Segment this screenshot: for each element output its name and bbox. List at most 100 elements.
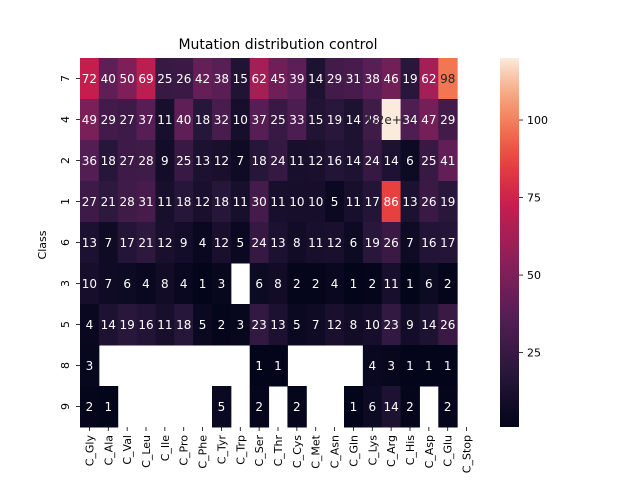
heatmap-cell bbox=[193, 304, 213, 346]
cell-label: 37 bbox=[251, 113, 266, 127]
heatmap-cell bbox=[80, 99, 100, 141]
cell-label: 17 bbox=[440, 236, 455, 250]
cell-label: 26 bbox=[440, 318, 455, 332]
heatmap-cell bbox=[249, 181, 270, 223]
x-tick-label: C_Phe bbox=[197, 435, 210, 469]
heatmap-cell bbox=[400, 181, 420, 223]
cell-label: 18 bbox=[214, 195, 229, 209]
heatmap-cell bbox=[400, 140, 420, 182]
cell-label: 9 bbox=[406, 318, 414, 332]
x-tick-label: C_Ser bbox=[253, 435, 266, 467]
heatmap-cell bbox=[230, 99, 251, 141]
cell-label: 2 bbox=[86, 400, 94, 414]
heatmap-cell bbox=[193, 263, 213, 305]
heatmap-cell bbox=[381, 345, 402, 387]
cell-label: 6 bbox=[255, 277, 263, 291]
cell-labels: 72 40 50 69 25 26 42 38 15 62 45 39 14 29 31 38 46 19 62 98… bbox=[82, 72, 456, 414]
cell-label: 1 bbox=[350, 277, 358, 291]
cell-label: 33 bbox=[289, 113, 304, 127]
heatmap-cell bbox=[438, 304, 458, 346]
cell-label: 98 bbox=[440, 72, 455, 86]
heatmap-cell bbox=[268, 181, 288, 223]
cell-label: 6 bbox=[123, 277, 131, 291]
cell-label: 19 bbox=[119, 318, 134, 332]
cell-label: 6 bbox=[425, 277, 433, 291]
cell-label: 29 bbox=[101, 113, 116, 127]
cell-label: 21 bbox=[101, 195, 116, 209]
cell-label: 40 bbox=[176, 113, 191, 127]
heatmap-cell bbox=[155, 99, 175, 141]
heatmap-cell bbox=[400, 263, 420, 305]
heatmap-cell bbox=[306, 99, 326, 141]
y-tick-label: 2 bbox=[59, 157, 72, 164]
heatmap-cell bbox=[136, 58, 156, 100]
cell-label: 27 bbox=[119, 113, 134, 127]
heatmap-cell bbox=[362, 386, 383, 428]
y-tick-label: 5 bbox=[59, 321, 72, 328]
heatmap-cell bbox=[136, 181, 156, 223]
cell-label: 39 bbox=[289, 72, 304, 86]
cell-label: 31 bbox=[346, 72, 361, 86]
heatmap-cell bbox=[306, 222, 326, 264]
cell-label: 29 bbox=[327, 72, 342, 86]
heatmap-cell bbox=[325, 99, 345, 141]
cell-label: 6 bbox=[350, 236, 358, 250]
cell-label: 42 bbox=[195, 72, 210, 86]
cell-label: 8 bbox=[293, 236, 301, 250]
y-tick-label: 6 bbox=[59, 239, 72, 246]
colorbar-tick-label: 25 bbox=[527, 347, 541, 360]
heatmap-cell bbox=[306, 58, 326, 100]
cell-label: 41 bbox=[440, 154, 455, 168]
cell-label: 16 bbox=[138, 318, 153, 332]
heatmap-cell bbox=[438, 386, 458, 428]
heatmap-cell bbox=[117, 99, 138, 141]
heatmap-cell bbox=[80, 181, 100, 223]
cell-label: 14 bbox=[383, 400, 398, 414]
heatmap-cell bbox=[136, 263, 156, 305]
heatmap-cell bbox=[193, 181, 213, 223]
heatmap-cell bbox=[155, 58, 175, 100]
cell-label: 1 bbox=[406, 277, 414, 291]
cell-label: 11 bbox=[157, 113, 172, 127]
cell-label: 28 bbox=[365, 113, 380, 127]
heatmap-cell bbox=[381, 222, 402, 264]
heatmap-cell bbox=[287, 263, 307, 305]
cell-label: 11 bbox=[308, 236, 323, 250]
cell-label: 24 bbox=[270, 154, 285, 168]
heatmap-cell bbox=[249, 386, 270, 428]
heatmap-cell bbox=[174, 222, 194, 264]
heatmap-cell bbox=[80, 263, 100, 305]
cell-label: 1.2e+02 bbox=[365, 113, 417, 127]
cell-label: 2 bbox=[368, 277, 376, 291]
heatmap-cell bbox=[344, 222, 364, 264]
heatmap-cell bbox=[230, 181, 251, 223]
cell-label: 37 bbox=[138, 113, 153, 127]
heatmap-cell bbox=[287, 222, 307, 264]
heatmap-cell bbox=[325, 222, 345, 264]
cell-label: 2 bbox=[293, 400, 301, 414]
heatmap-cell bbox=[306, 263, 326, 305]
cell-label: 14 bbox=[308, 72, 323, 86]
heatmap-cell bbox=[400, 386, 420, 428]
heatmap-cell bbox=[344, 58, 364, 100]
cell-label: 7 bbox=[104, 277, 112, 291]
cell-label: 12 bbox=[308, 154, 323, 168]
cell-label: 19 bbox=[327, 113, 342, 127]
y-axis: 7 4 2 1 6 3 5 8 9 bbox=[59, 75, 80, 410]
y-tick-label: 7 bbox=[59, 75, 72, 82]
heatmap-cell bbox=[230, 140, 251, 182]
cell-label: 18 bbox=[101, 154, 116, 168]
cell-label: 29 bbox=[440, 113, 455, 127]
heatmap-cell bbox=[419, 222, 439, 264]
y-tick-label: 8 bbox=[59, 362, 72, 369]
cell-label: 1 bbox=[104, 400, 112, 414]
heatmap-cell bbox=[268, 263, 288, 305]
heatmap-cell bbox=[306, 304, 326, 346]
cell-label: 13 bbox=[270, 236, 285, 250]
cell-label: 45 bbox=[270, 72, 285, 86]
cell-label: 18 bbox=[195, 113, 210, 127]
cell-label: 10 bbox=[233, 113, 248, 127]
heatmap-cell bbox=[155, 263, 175, 305]
heatmap-cell bbox=[155, 222, 175, 264]
